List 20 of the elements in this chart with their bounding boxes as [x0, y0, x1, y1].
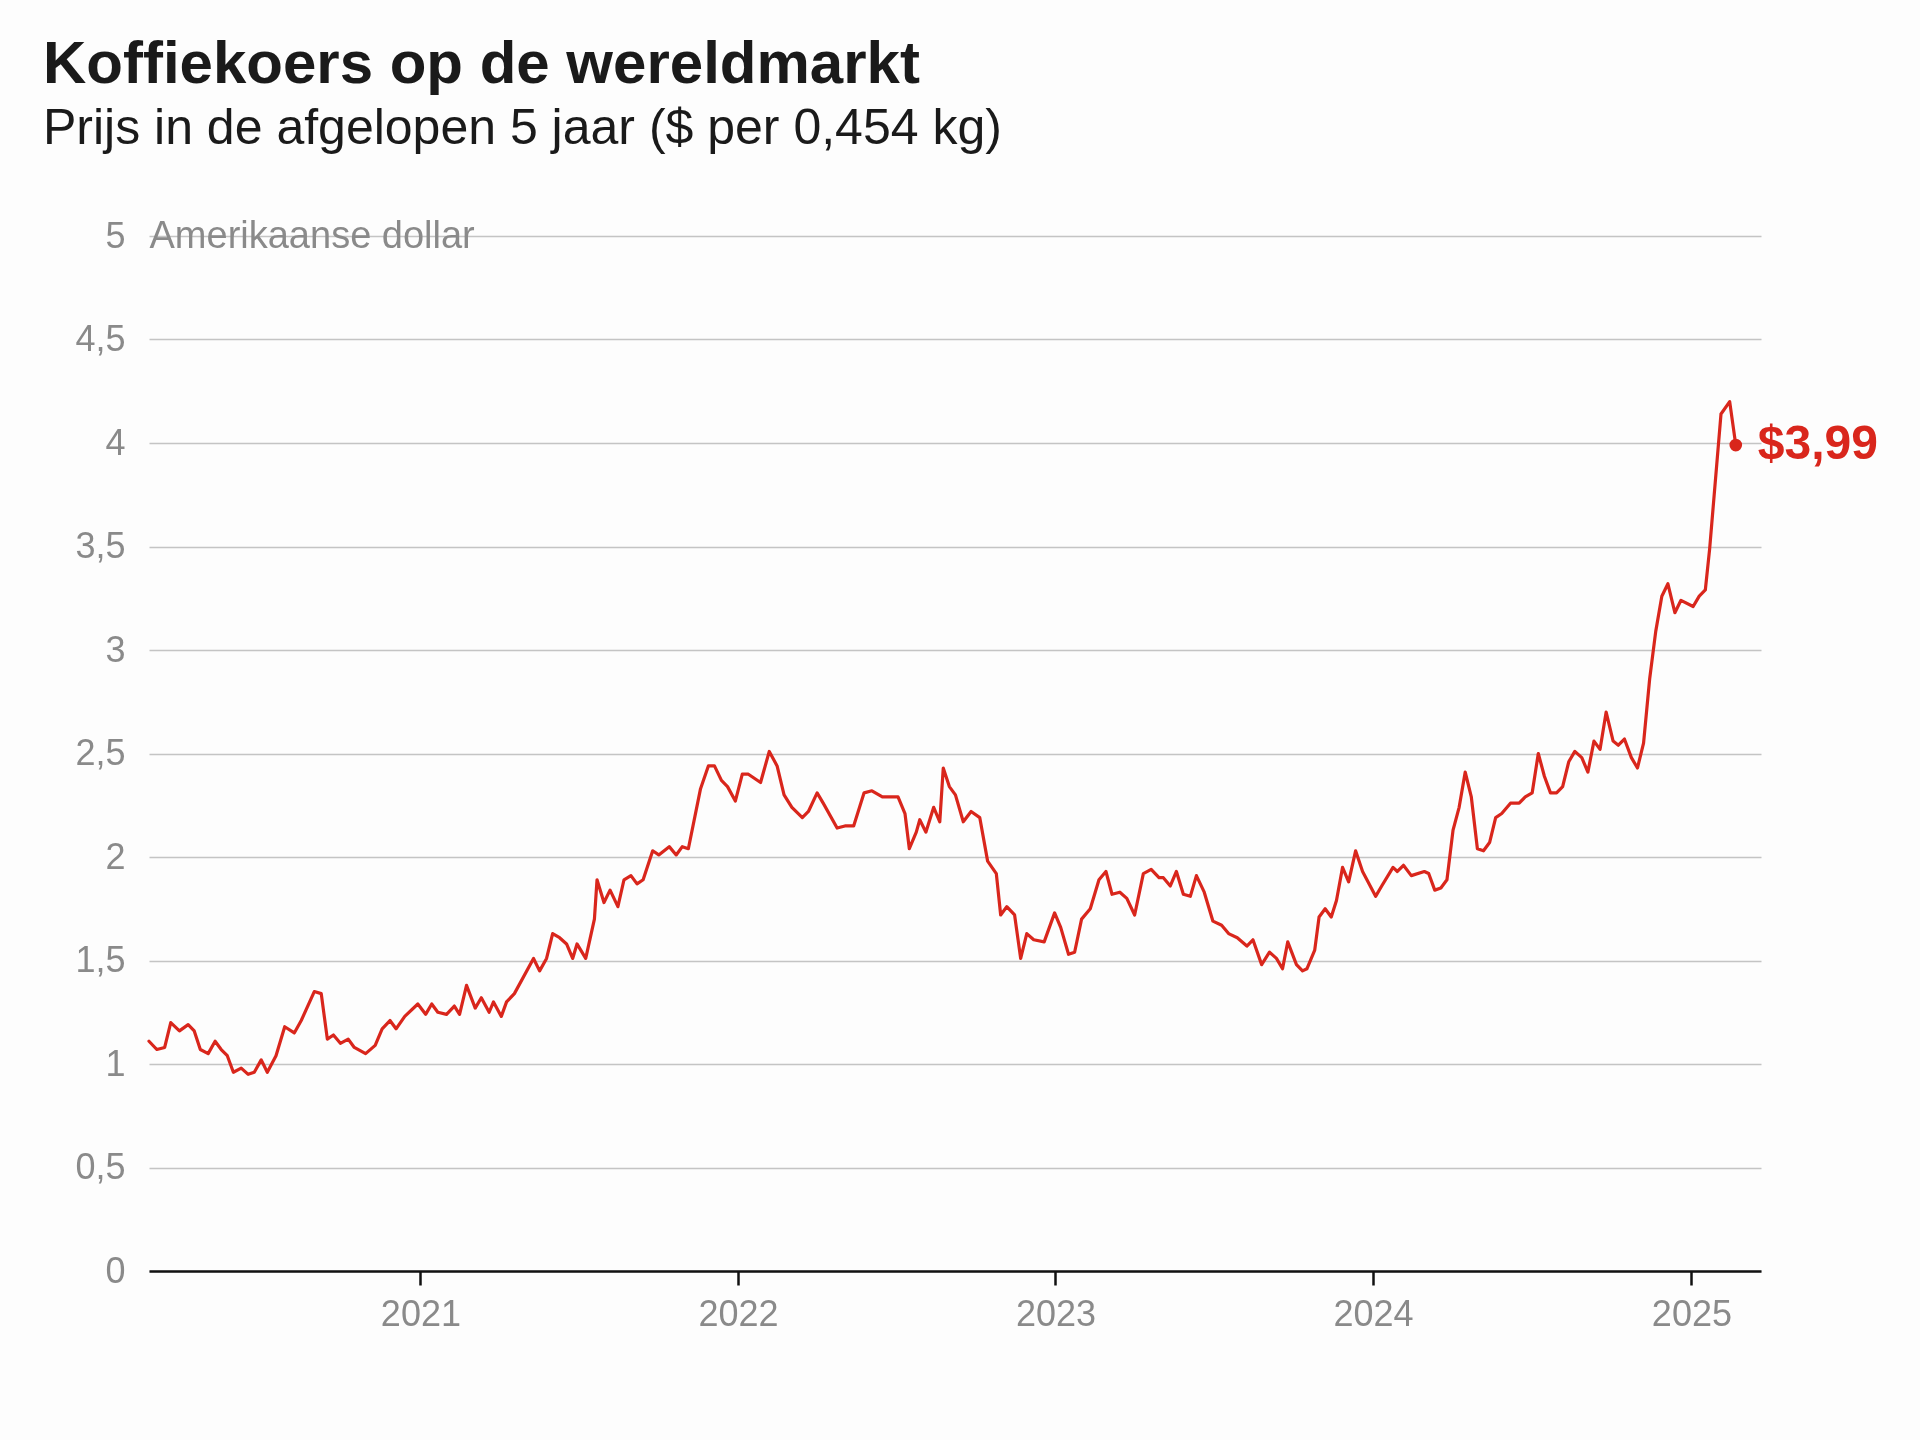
y-tick-label: 1,5: [75, 939, 126, 980]
y-axis-title: Amerikaanse dollar: [149, 213, 476, 256]
x-tick-label: 2023: [1015, 1292, 1097, 1334]
x-tick-label: 2022: [698, 1292, 779, 1334]
y-tick-label: 2: [105, 835, 126, 877]
x-tick-label: 2025: [1651, 1292, 1732, 1334]
y-tick-label: 2,5: [75, 732, 126, 773]
y-tick-label: 4,5: [75, 318, 126, 359]
y-tick-label: 0,5: [75, 1146, 126, 1187]
y-tick-label: 4: [105, 421, 126, 463]
y-tick-label: 0: [105, 1249, 126, 1291]
x-tick-label: 2024: [1333, 1292, 1414, 1334]
y-tick-label: 1: [105, 1042, 126, 1084]
annotation: $3,99: [1757, 416, 1878, 470]
y-tick-label: 5: [105, 214, 126, 256]
x-tick-label: 2021: [380, 1292, 461, 1334]
y-tick-label: 3,5: [75, 525, 126, 566]
y-tick-label: 3: [105, 628, 126, 670]
chart-title: Koffiekoers op de wereldmarkt: [42, 29, 920, 96]
chart-subtitle: Prijs in de afgelopen 5 jaar ($ per 0,454 kg): [42, 99, 1002, 155]
